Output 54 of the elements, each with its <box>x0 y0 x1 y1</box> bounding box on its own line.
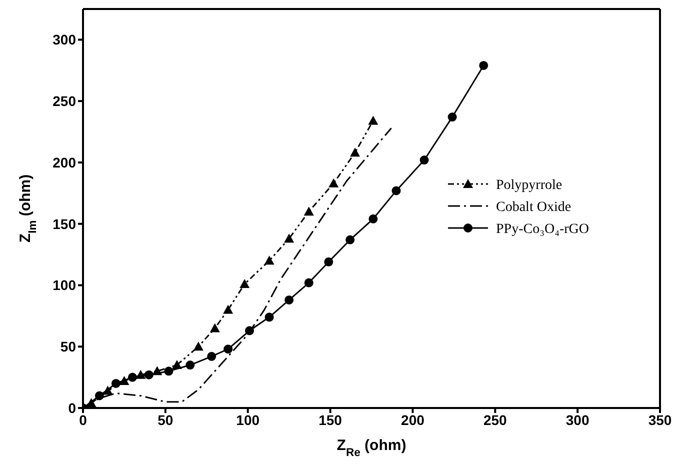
x-axis-title: Z$_{Re}$ (ohm) <box>336 437 406 459</box>
x-tick-label: 0 <box>79 412 88 428</box>
x-tick-label: 150 <box>318 412 342 428</box>
point <box>346 235 355 244</box>
point <box>479 60 488 70</box>
point <box>350 148 360 157</box>
point <box>304 278 314 288</box>
point <box>392 186 401 196</box>
point <box>284 295 294 304</box>
point <box>152 366 162 376</box>
point <box>111 378 120 388</box>
point <box>224 344 233 354</box>
point <box>245 326 254 336</box>
point <box>207 352 216 361</box>
point <box>324 257 334 266</box>
point <box>304 206 314 216</box>
point <box>368 214 378 224</box>
y-tick-label: 250 <box>52 93 76 110</box>
y-tick-label: 150 <box>52 216 76 232</box>
point <box>136 370 146 379</box>
legend-label: PPy-Co₃O₄-rGO <box>496 222 589 237</box>
y-tick-label: 50 <box>60 338 76 355</box>
point <box>420 156 429 165</box>
x-tick-label: 100 <box>236 412 260 428</box>
x-tick-label: 350 <box>648 412 672 428</box>
point <box>264 312 274 322</box>
y-tick-label: 0 <box>68 400 76 416</box>
legend-label: Polypyrrole <box>496 178 562 193</box>
point <box>210 323 220 332</box>
y-tick-label: 100 <box>52 277 76 294</box>
y-tick-label: 300 <box>52 32 76 48</box>
point <box>164 366 174 376</box>
legend-label: Cobalt Oxide <box>496 200 572 215</box>
point <box>172 360 182 370</box>
point <box>328 178 339 188</box>
point <box>186 360 195 370</box>
point <box>119 376 130 385</box>
point <box>264 256 274 265</box>
point <box>144 370 154 380</box>
point <box>240 279 250 288</box>
y-tick-label: 200 <box>52 154 76 170</box>
point <box>284 234 294 243</box>
x-tick-label: 50 <box>158 412 174 428</box>
point <box>223 304 234 314</box>
x-tick-label: 300 <box>566 412 590 428</box>
x-tick-label: 200 <box>401 412 425 428</box>
point <box>193 342 204 351</box>
point <box>94 391 104 400</box>
x-tick-label: 250 <box>483 412 508 428</box>
point <box>128 372 137 382</box>
point <box>368 116 378 125</box>
point <box>86 398 96 408</box>
point <box>102 386 113 395</box>
point <box>448 112 457 122</box>
